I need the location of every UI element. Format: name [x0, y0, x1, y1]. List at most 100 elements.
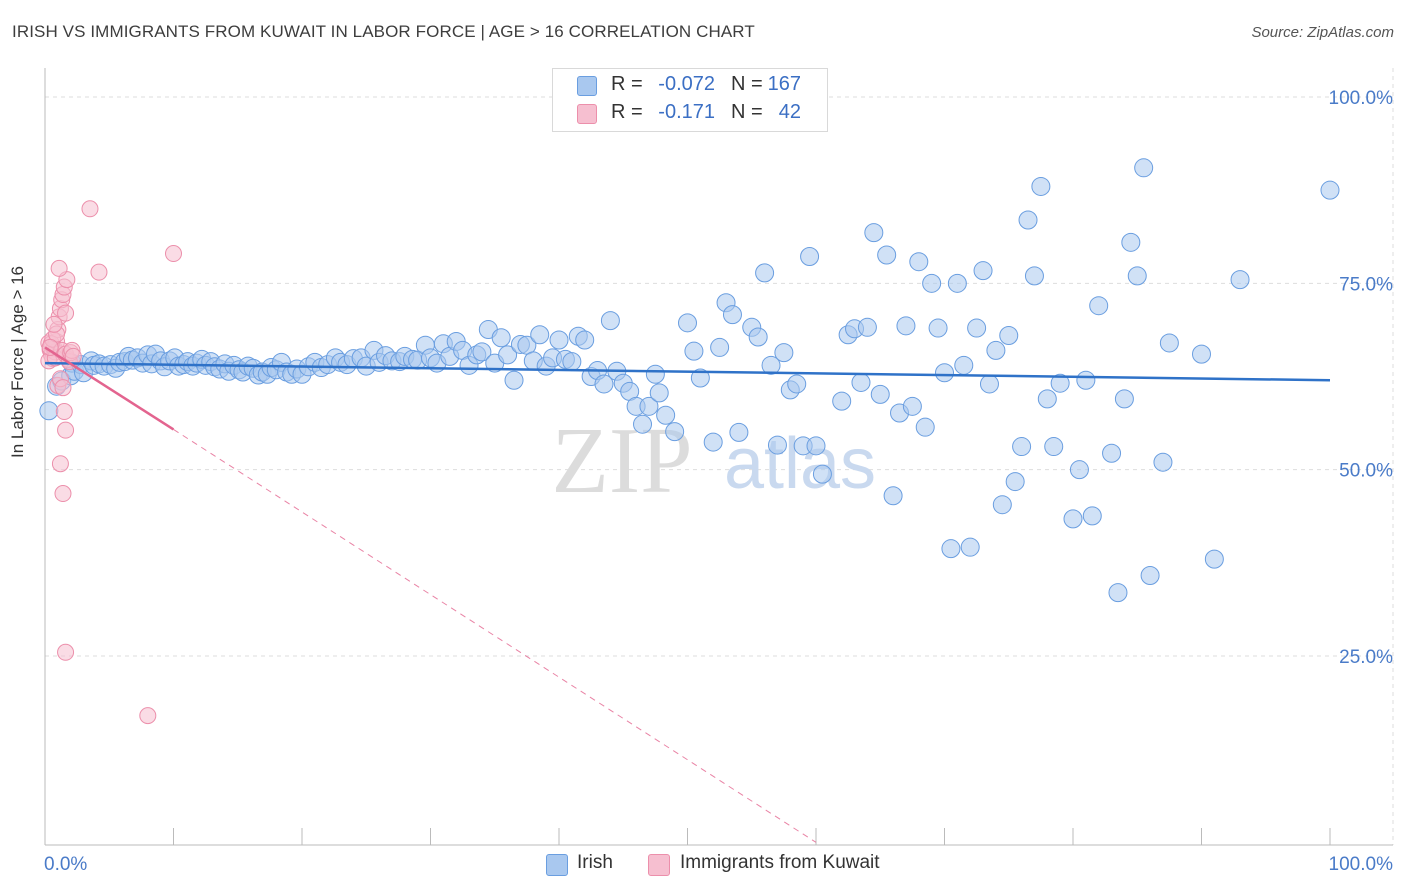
- kuwait-point: [54, 485, 72, 503]
- irish-point: [947, 273, 967, 293]
- irish-point: [832, 391, 852, 411]
- irish-point: [575, 330, 595, 350]
- kuwait-point: [139, 707, 157, 725]
- irish-point: [504, 370, 524, 390]
- kuwait-point: [51, 455, 69, 473]
- irish-point: [600, 311, 620, 331]
- irish-point: [877, 245, 897, 265]
- kuwait-point: [165, 245, 182, 263]
- legend-swatch-irish: [577, 76, 597, 96]
- irish-point: [767, 435, 787, 455]
- irish-point: [1044, 437, 1064, 457]
- y-tick-label: 25.0%: [1339, 647, 1393, 668]
- irish-point: [656, 405, 676, 425]
- irish-point: [1114, 389, 1134, 409]
- irish-point: [748, 327, 768, 347]
- irish-point: [1024, 266, 1044, 286]
- kuwait-point: [55, 403, 73, 421]
- legend-swatch-kuwait: [648, 854, 670, 876]
- irish-point: [973, 261, 993, 281]
- irish-point: [645, 364, 665, 384]
- irish-point: [1134, 158, 1154, 178]
- irish-point: [992, 495, 1012, 515]
- kuwait-point: [50, 259, 68, 277]
- x-tick-label: 0.0%: [44, 854, 87, 875]
- irish-point: [633, 414, 653, 434]
- irish-point: [729, 422, 749, 442]
- irish-point: [1121, 232, 1141, 252]
- grid-lines: [45, 68, 1394, 845]
- irish-point: [986, 340, 1006, 360]
- irish-point: [665, 422, 685, 442]
- legend-label-irish: Irish: [577, 852, 613, 873]
- legend-label-kuwait: Immigrants from Kuwait: [680, 852, 880, 873]
- irish-point: [774, 343, 794, 363]
- irish-point: [851, 372, 871, 392]
- correlation-legend: R = -0.072 N = 167 R = -0.171 N = 42: [552, 68, 828, 132]
- kuwait-point: [57, 421, 75, 439]
- irish-point: [812, 464, 832, 484]
- irish-point: [1076, 370, 1096, 390]
- x-tick-label: 100.0%: [1329, 854, 1394, 875]
- irish-point: [1230, 270, 1250, 290]
- irish-trend-line: [44, 361, 1331, 382]
- source-label: Source: ZipAtlas.com: [1251, 24, 1394, 41]
- irish-point: [703, 432, 723, 452]
- irish-point: [954, 355, 974, 375]
- irish-point: [472, 342, 492, 362]
- chart-title: IRISH VS IMMIGRANTS FROM KUWAIT IN LABOR…: [12, 22, 755, 41]
- irish-point: [530, 325, 550, 345]
- irish-points: [39, 158, 1340, 603]
- kuwait-point: [45, 315, 63, 333]
- irish-point: [761, 355, 781, 375]
- irish-point: [1153, 452, 1173, 472]
- legend-r-value: -0.072: [658, 73, 715, 95]
- kuwait-trend-line: [44, 346, 175, 431]
- irish-point: [1082, 506, 1102, 526]
- legend-swatch-irish: [546, 854, 568, 876]
- irish-point: [1018, 210, 1038, 230]
- tick-labels: 25.0% 50.0% 75.0% 100.0% 0.0% 100.0%: [44, 88, 1393, 875]
- irish-point: [1012, 437, 1032, 457]
- irish-point: [1102, 443, 1122, 463]
- irish-point: [864, 223, 884, 243]
- irish-point: [755, 263, 775, 283]
- y-tick-label: 50.0%: [1339, 461, 1393, 482]
- axes: [44, 68, 1393, 846]
- y-axis-label: In Labor Force | Age > 16: [8, 265, 27, 458]
- irish-point: [649, 383, 669, 403]
- legend-r-label: R =: [611, 101, 643, 123]
- irish-point: [1140, 566, 1160, 586]
- irish-point: [915, 417, 935, 437]
- irish-point: [678, 313, 697, 333]
- irish-point: [1063, 509, 1083, 529]
- irish-point: [935, 363, 954, 383]
- irish-point: [883, 486, 903, 506]
- legend-n-label: N =: [731, 101, 763, 123]
- irish-point: [39, 401, 59, 421]
- legend-n-value: 42: [778, 101, 801, 123]
- irish-point: [806, 436, 826, 456]
- irish-point: [1005, 472, 1025, 492]
- irish-point: [967, 318, 987, 338]
- kuwait-point: [57, 304, 75, 322]
- legend-r-value: -0.171: [658, 101, 715, 123]
- irish-point: [857, 317, 877, 337]
- irish-point: [690, 368, 710, 388]
- y-tick-label: 75.0%: [1339, 274, 1393, 295]
- kuwait-point: [90, 263, 108, 281]
- irish-point: [800, 247, 820, 267]
- irish-point: [1031, 176, 1051, 196]
- y-tick-label: 100.0%: [1329, 88, 1394, 109]
- irish-point: [1204, 549, 1224, 569]
- trend-lines: [44, 346, 1331, 843]
- irish-point: [562, 352, 582, 372]
- kuwait-trend-extension: [173, 428, 817, 843]
- irish-point: [928, 318, 948, 338]
- irish-point: [639, 396, 659, 416]
- irish-point: [498, 345, 518, 365]
- irish-point: [902, 396, 922, 416]
- irish-point: [1037, 389, 1057, 409]
- irish-point: [594, 374, 614, 394]
